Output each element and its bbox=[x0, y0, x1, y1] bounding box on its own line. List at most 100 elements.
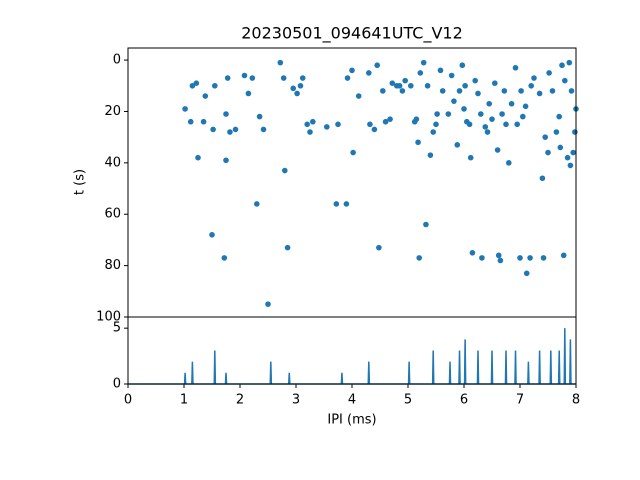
y-tick-label: 0 bbox=[113, 377, 121, 392]
point bbox=[282, 167, 288, 174]
point bbox=[512, 64, 519, 71]
point bbox=[253, 201, 260, 207]
point bbox=[467, 154, 474, 161]
point bbox=[430, 129, 437, 135]
point bbox=[539, 175, 546, 182]
point bbox=[232, 126, 239, 133]
point bbox=[209, 231, 215, 238]
point bbox=[475, 90, 481, 97]
point bbox=[227, 129, 233, 135]
x-tick-label: 2 bbox=[236, 393, 244, 408]
y-tick-label: 0 bbox=[113, 53, 121, 68]
point bbox=[523, 270, 530, 277]
point bbox=[486, 100, 493, 107]
point bbox=[556, 113, 562, 120]
point bbox=[420, 59, 427, 66]
point bbox=[506, 160, 512, 166]
point bbox=[335, 121, 341, 128]
axes-frame bbox=[127, 47, 577, 318]
point bbox=[424, 82, 431, 89]
point bbox=[294, 90, 300, 97]
point bbox=[408, 82, 414, 89]
point bbox=[492, 80, 498, 86]
point bbox=[307, 129, 313, 135]
point bbox=[387, 116, 393, 122]
y-axis-label: t (s) bbox=[73, 169, 88, 195]
x-tick-label: 0 bbox=[124, 393, 132, 408]
y-tick-label: 5 bbox=[113, 321, 121, 336]
point bbox=[437, 67, 444, 74]
point bbox=[223, 157, 229, 164]
histogram-line bbox=[128, 328, 576, 385]
point bbox=[517, 255, 523, 261]
point bbox=[376, 244, 382, 251]
point bbox=[367, 121, 373, 128]
point bbox=[187, 118, 194, 125]
x-tick-label: 4 bbox=[348, 393, 356, 408]
point bbox=[256, 113, 263, 120]
point bbox=[570, 149, 576, 156]
point bbox=[245, 90, 252, 97]
point bbox=[472, 77, 479, 84]
point bbox=[489, 116, 495, 122]
point bbox=[223, 111, 229, 117]
point bbox=[310, 118, 316, 125]
point bbox=[350, 149, 356, 156]
point bbox=[417, 70, 424, 76]
chart-title: 20230501_094641UTC_V12 bbox=[241, 24, 463, 44]
point bbox=[562, 77, 568, 84]
point bbox=[546, 70, 552, 76]
point bbox=[221, 255, 228, 261]
point bbox=[284, 244, 291, 251]
point bbox=[451, 98, 457, 104]
point bbox=[572, 129, 578, 135]
x-axis-label: IPI (ms) bbox=[327, 413, 376, 428]
point bbox=[566, 59, 573, 66]
point bbox=[344, 75, 351, 81]
point bbox=[304, 121, 311, 128]
point bbox=[399, 88, 406, 94]
point bbox=[212, 82, 218, 89]
point bbox=[382, 118, 389, 125]
point bbox=[456, 88, 463, 94]
point bbox=[514, 121, 520, 128]
point bbox=[560, 252, 567, 259]
point bbox=[299, 75, 306, 81]
point bbox=[448, 72, 455, 79]
point bbox=[380, 88, 386, 94]
x-tick-label: 3 bbox=[292, 393, 300, 408]
point bbox=[324, 124, 330, 130]
point bbox=[427, 152, 434, 158]
point bbox=[439, 88, 446, 94]
point bbox=[195, 154, 201, 161]
point bbox=[466, 121, 473, 128]
point bbox=[461, 106, 467, 112]
point bbox=[531, 75, 537, 81]
point bbox=[366, 70, 372, 76]
y-tick-label: 40 bbox=[104, 155, 121, 170]
y-tick-label: 20 bbox=[104, 104, 121, 119]
y-tick-label: 100 bbox=[96, 310, 121, 325]
point bbox=[522, 103, 529, 110]
point bbox=[494, 147, 501, 153]
point bbox=[479, 255, 485, 261]
point bbox=[277, 59, 284, 66]
point bbox=[478, 111, 484, 117]
point bbox=[564, 154, 571, 161]
point bbox=[540, 255, 547, 261]
point bbox=[482, 124, 489, 130]
point bbox=[499, 111, 505, 117]
point bbox=[445, 111, 452, 117]
point bbox=[568, 88, 575, 94]
point bbox=[402, 77, 409, 84]
point bbox=[210, 126, 216, 133]
point bbox=[389, 80, 396, 86]
point bbox=[559, 62, 565, 69]
point bbox=[260, 126, 267, 133]
point bbox=[241, 72, 248, 79]
point bbox=[423, 221, 429, 228]
point bbox=[469, 249, 476, 256]
point bbox=[495, 252, 502, 259]
